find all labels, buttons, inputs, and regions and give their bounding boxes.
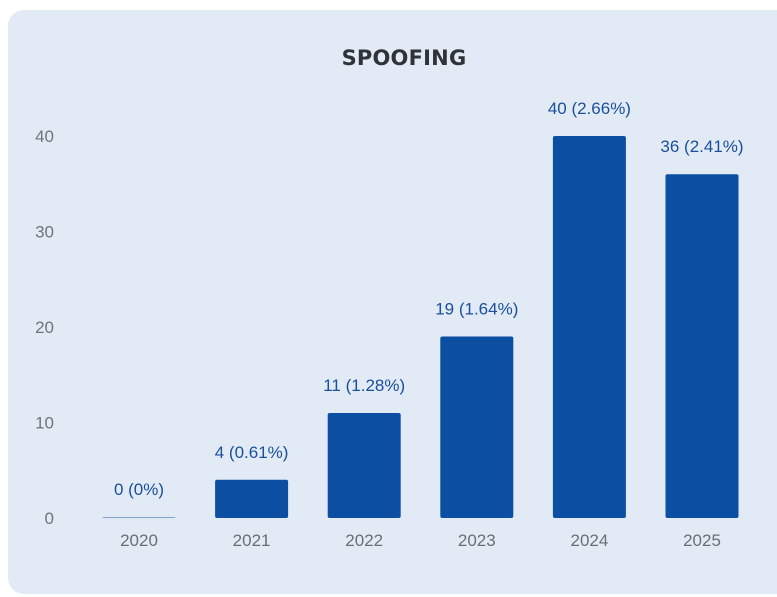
data-label: 4 (0.61%) — [215, 443, 289, 462]
x-tick-label: 2022 — [345, 531, 383, 550]
y-tick-label: 10 — [35, 414, 54, 433]
bar-2024[interactable] — [552, 136, 626, 518]
data-label: 11 (1.28%) — [323, 376, 405, 395]
bar-2020[interactable] — [102, 517, 176, 518]
x-tick-label: 2024 — [570, 531, 608, 550]
chart-title: SPOOFING — [341, 46, 467, 70]
y-tick-label: 0 — [45, 509, 54, 528]
bar-2023[interactable] — [440, 336, 514, 518]
x-tick-label: 2025 — [683, 531, 721, 550]
data-label: 19 (1.64%) — [435, 300, 518, 319]
x-tick-label: 2021 — [233, 531, 271, 550]
data-labels: 0 (0%) 4 (0.61%) 11 (1.28%) 19 (1.64%) 40 (2… — [114, 99, 744, 499]
x-tick-label: 2020 — [120, 531, 158, 550]
x-axis: 2020 2021 2022 2023 2024 2025 — [120, 531, 721, 550]
bar-2025[interactable] — [665, 174, 739, 518]
y-tick-label: 30 — [35, 223, 54, 242]
data-label: 0 (0%) — [114, 480, 164, 499]
y-tick-label: 20 — [35, 318, 54, 337]
x-tick-label: 2023 — [458, 531, 496, 550]
y-axis: 0 10 20 30 40 — [35, 127, 54, 528]
y-tick-label: 40 — [35, 127, 54, 146]
bar-2021[interactable] — [215, 479, 289, 518]
data-label: 36 (2.41%) — [660, 137, 743, 156]
data-label: 40 (2.66%) — [548, 99, 631, 118]
bars — [102, 136, 739, 518]
bar-2022[interactable] — [327, 412, 401, 518]
